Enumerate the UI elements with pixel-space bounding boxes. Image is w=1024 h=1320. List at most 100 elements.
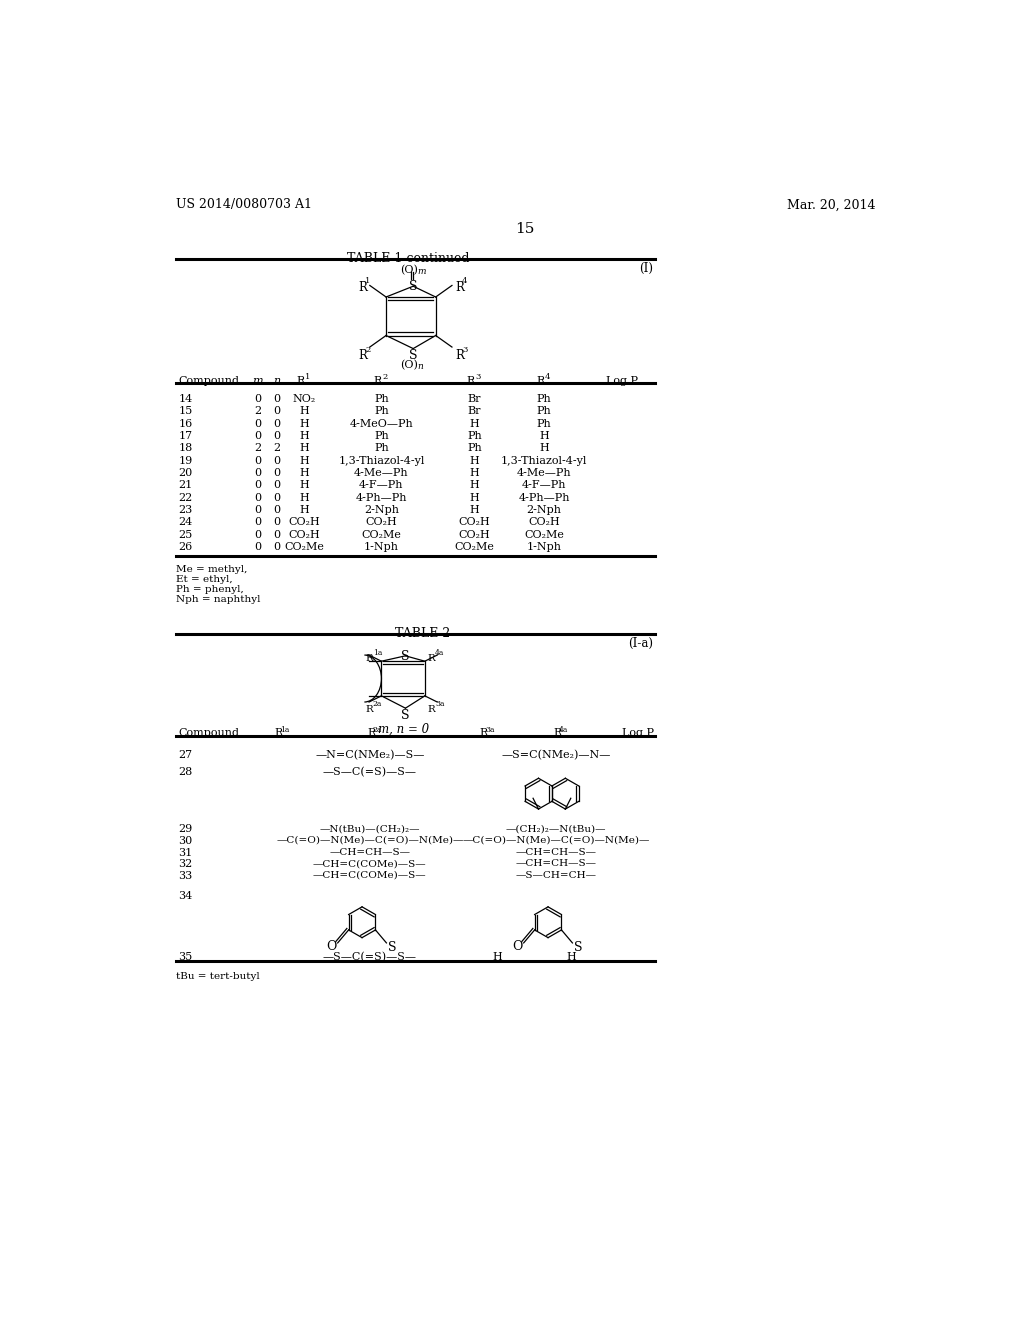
Text: 22: 22 xyxy=(178,492,193,503)
Text: S: S xyxy=(400,709,410,722)
Text: S: S xyxy=(409,280,417,293)
Text: R: R xyxy=(480,729,488,738)
Text: 1a: 1a xyxy=(373,649,382,657)
Text: m: m xyxy=(252,376,263,385)
Text: Ph: Ph xyxy=(537,395,552,404)
Text: O: O xyxy=(512,940,522,953)
Text: NO₂: NO₂ xyxy=(292,395,315,404)
Text: 27: 27 xyxy=(178,750,193,760)
Text: 2: 2 xyxy=(382,374,387,381)
Text: n: n xyxy=(418,363,424,371)
Text: R: R xyxy=(455,350,464,363)
Text: R: R xyxy=(554,729,562,738)
Text: 1,3-Thiazol-4-yl: 1,3-Thiazol-4-yl xyxy=(501,455,588,466)
Text: S: S xyxy=(574,941,583,954)
Text: Ph: Ph xyxy=(467,444,482,453)
Text: Ph = phenyl,: Ph = phenyl, xyxy=(176,585,244,594)
Text: 19: 19 xyxy=(178,455,193,466)
Text: CO₂H: CO₂H xyxy=(288,517,319,527)
Text: H: H xyxy=(493,952,503,961)
Text: tBu = tert-butyl: tBu = tert-butyl xyxy=(176,972,260,981)
Text: 0: 0 xyxy=(254,469,261,478)
Text: 0: 0 xyxy=(273,395,281,404)
Text: —S=C(NMe₂)—N—: —S=C(NMe₂)—N— xyxy=(501,750,610,760)
Text: 0: 0 xyxy=(273,492,281,503)
Text: H: H xyxy=(299,418,309,429)
Text: 0: 0 xyxy=(273,480,281,490)
Text: 0: 0 xyxy=(254,517,261,527)
Text: 29: 29 xyxy=(178,825,193,834)
Text: —C(=O)—N(Me)—C(=O)—N(Me)—: —C(=O)—N(Me)—C(=O)—N(Me)— xyxy=(276,836,464,845)
Text: H: H xyxy=(470,469,479,478)
Text: CO₂Me: CO₂Me xyxy=(284,543,324,552)
Text: 16: 16 xyxy=(178,418,193,429)
Text: 0: 0 xyxy=(273,529,281,540)
Text: CO₂H: CO₂H xyxy=(366,517,397,527)
Text: n: n xyxy=(273,376,281,385)
Text: 4-Ph—Ph: 4-Ph—Ph xyxy=(355,492,408,503)
Text: Ph: Ph xyxy=(374,395,389,404)
Text: 1-Nph: 1-Nph xyxy=(364,543,399,552)
Text: CO₂Me: CO₂Me xyxy=(361,529,401,540)
Text: —CH=CH—S—: —CH=CH—S— xyxy=(330,847,411,857)
Text: H: H xyxy=(299,455,309,466)
Text: 1a: 1a xyxy=(280,726,289,734)
Text: 0: 0 xyxy=(254,543,261,552)
Text: —(CH₂)₂—N(tBu)—: —(CH₂)₂—N(tBu)— xyxy=(506,825,606,833)
Text: 4-MeO—Ph: 4-MeO—Ph xyxy=(349,418,414,429)
Text: 4: 4 xyxy=(462,277,468,285)
Text: R: R xyxy=(537,376,545,385)
Text: Log P: Log P xyxy=(622,729,653,738)
Text: (O): (O) xyxy=(400,360,418,371)
Text: Ph: Ph xyxy=(467,430,482,441)
Text: Ph: Ph xyxy=(537,407,552,416)
Text: CO₂Me: CO₂Me xyxy=(455,543,495,552)
Text: 4a: 4a xyxy=(559,726,568,734)
Text: 2a: 2a xyxy=(373,701,382,709)
Text: R: R xyxy=(428,705,435,714)
Text: S: S xyxy=(409,350,417,363)
Text: Br: Br xyxy=(468,395,481,404)
Text: 32: 32 xyxy=(178,859,193,869)
Text: 1,3-Thiazol-4-yl: 1,3-Thiazol-4-yl xyxy=(338,455,425,466)
Text: Br: Br xyxy=(468,407,481,416)
Text: (I): (I) xyxy=(639,261,653,275)
Text: H: H xyxy=(299,506,309,515)
Text: (O): (O) xyxy=(400,264,418,275)
Text: Ph: Ph xyxy=(374,407,389,416)
Text: 0: 0 xyxy=(273,517,281,527)
Text: 4a: 4a xyxy=(435,649,444,657)
Text: 0: 0 xyxy=(254,480,261,490)
Text: (I-a): (I-a) xyxy=(629,638,653,651)
Text: 23: 23 xyxy=(178,506,193,515)
Text: H: H xyxy=(470,418,479,429)
Text: 0: 0 xyxy=(254,492,261,503)
Text: m, n = 0: m, n = 0 xyxy=(378,723,429,735)
Text: H: H xyxy=(299,469,309,478)
Text: 2: 2 xyxy=(366,346,371,354)
Text: O: O xyxy=(327,940,337,953)
Text: 0: 0 xyxy=(273,407,281,416)
Text: TABLE 2: TABLE 2 xyxy=(395,627,451,640)
Text: 4-Ph—Ph: 4-Ph—Ph xyxy=(518,492,570,503)
Text: H: H xyxy=(299,492,309,503)
Text: 0: 0 xyxy=(273,543,281,552)
Text: H: H xyxy=(566,952,577,961)
Text: 1: 1 xyxy=(366,277,371,285)
Text: S: S xyxy=(400,649,410,663)
Text: 25: 25 xyxy=(178,529,193,540)
Text: R: R xyxy=(358,350,367,363)
Text: R: R xyxy=(455,281,464,294)
Text: R: R xyxy=(368,729,376,738)
Text: —CH=C(COMe)—S—: —CH=C(COMe)—S— xyxy=(313,859,427,869)
Text: 33: 33 xyxy=(178,871,193,880)
Text: 2-Nph: 2-Nph xyxy=(526,506,562,515)
Text: Compound: Compound xyxy=(178,729,240,738)
Text: R: R xyxy=(274,729,283,738)
Text: S: S xyxy=(388,941,396,954)
Text: TABLE 1-continued: TABLE 1-continued xyxy=(347,252,470,265)
Text: 0: 0 xyxy=(254,430,261,441)
Text: 4-F—Ph: 4-F—Ph xyxy=(359,480,403,490)
Text: 17: 17 xyxy=(178,430,193,441)
Text: R: R xyxy=(296,376,304,385)
